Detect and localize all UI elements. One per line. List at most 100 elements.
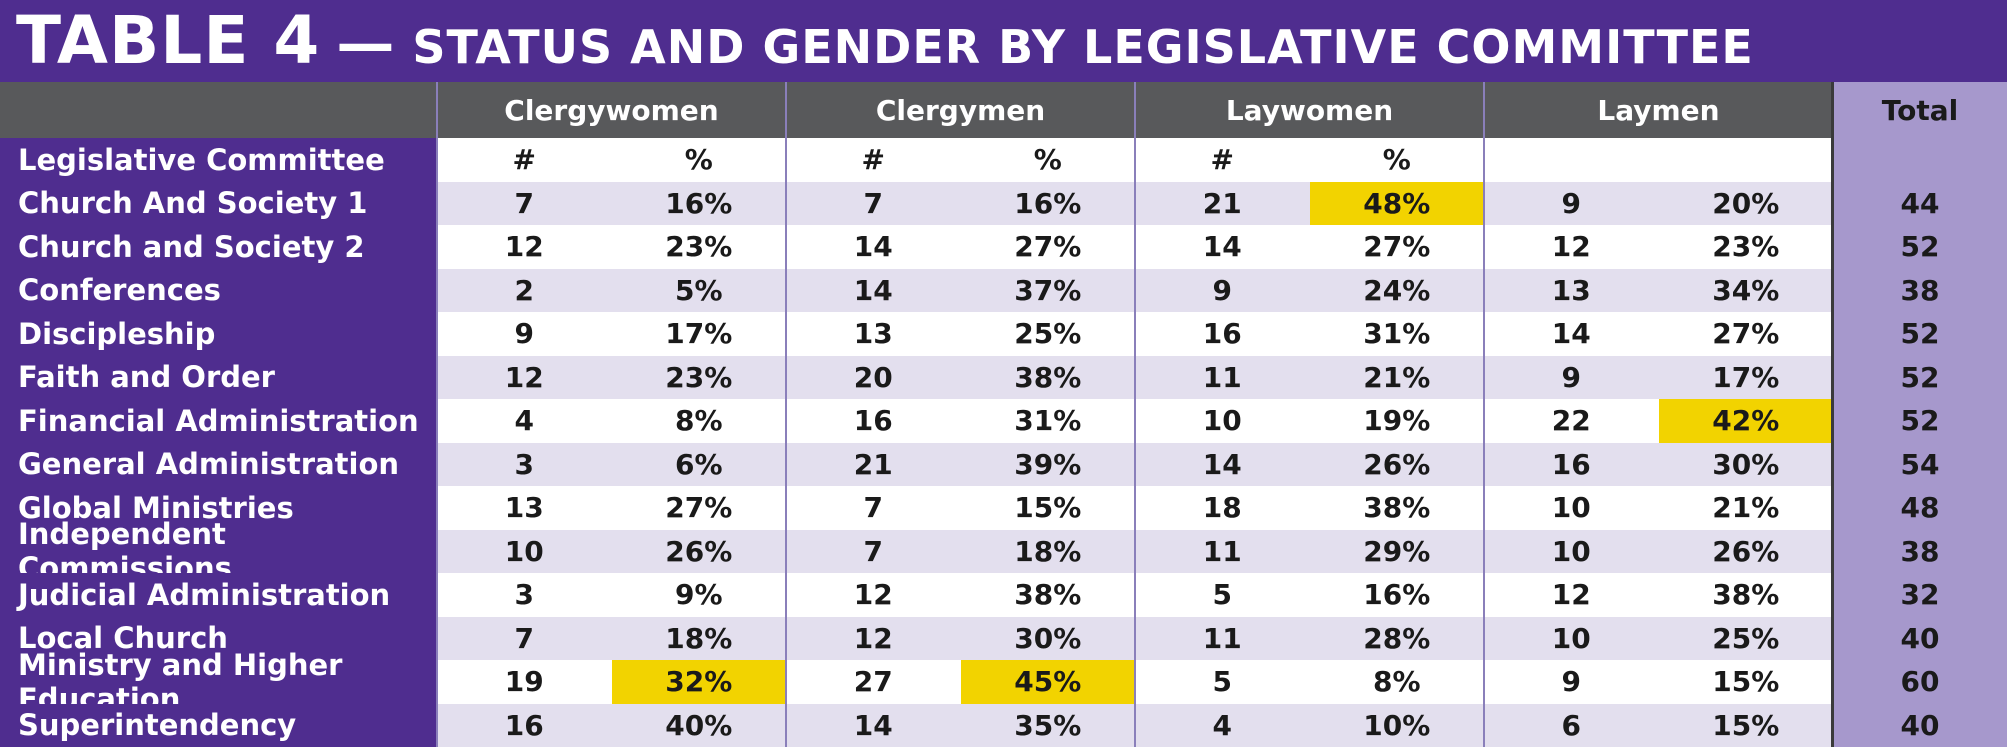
total-cell: 52 xyxy=(1833,399,2007,443)
percent-cell: 18% xyxy=(960,529,1135,573)
subheader-cell: # xyxy=(786,138,961,182)
table-row: Church and Society 2 12 23% 14 27% 14 27% 12 23%… xyxy=(0,225,2007,269)
subheader-cell xyxy=(1484,138,1659,182)
count-cell: 11 xyxy=(1135,355,1310,399)
percent-cell: 39% xyxy=(960,442,1135,486)
committee-name: Financial Administration xyxy=(0,399,437,443)
total-cell: 38 xyxy=(1833,529,2007,573)
count-cell: 22 xyxy=(1484,399,1659,443)
percent-cell: 26% xyxy=(1658,529,1833,573)
percent-cell: 42% xyxy=(1658,399,1833,443)
count-cell: 9 xyxy=(1484,181,1659,225)
percent-cell: 38% xyxy=(1309,486,1484,530)
table-row: Judicial Administration 3 9% 12 38% 5 16% 12 38%… xyxy=(0,573,2007,617)
subheader-cell xyxy=(1658,138,1833,182)
count-cell: 18 xyxy=(1135,486,1310,530)
table-row: Financial Administration 4 8% 16 31% 10 19% 22 4… xyxy=(0,399,2007,443)
total-cell: 32 xyxy=(1833,573,2007,617)
count-cell: 12 xyxy=(437,225,612,269)
table-row: Conferences 2 5% 14 37% 9 24% 13 34% 38 xyxy=(0,268,2007,312)
data-table: Clergywomen Clergymen Laywomen Laymen Total L… xyxy=(0,82,2007,747)
percent-cell: 34% xyxy=(1658,268,1833,312)
count-cell: 7 xyxy=(437,181,612,225)
count-cell: 7 xyxy=(786,486,961,530)
count-cell: 14 xyxy=(786,225,961,269)
group-header-clergymen: Clergymen xyxy=(786,82,1135,138)
total-cell: 38 xyxy=(1833,268,2007,312)
percent-cell: 27% xyxy=(1309,225,1484,269)
percent-cell: 8% xyxy=(611,399,786,443)
committee-name: General Administration xyxy=(0,442,437,486)
subheader-cell: # xyxy=(1135,138,1310,182)
percent-cell: 5% xyxy=(611,268,786,312)
percent-cell: 23% xyxy=(1658,225,1833,269)
column-divider xyxy=(785,82,787,747)
committee-name: Judicial Administration xyxy=(0,573,437,617)
committee-name: Faith and Order xyxy=(0,355,437,399)
percent-cell: 48% xyxy=(1309,181,1484,225)
percent-cell: 17% xyxy=(1658,355,1833,399)
total-cell: 52 xyxy=(1833,312,2007,356)
count-cell: 3 xyxy=(437,442,612,486)
count-cell: 12 xyxy=(786,616,961,660)
percent-cell: 8% xyxy=(1309,660,1484,704)
table-row: Faith and Order 12 23% 20 38% 11 21% 9 17% 52 xyxy=(0,355,2007,399)
total-cell: 48 xyxy=(1833,486,2007,530)
count-cell: 6 xyxy=(1484,703,1659,747)
percent-cell: 38% xyxy=(960,573,1135,617)
table-row: Local Church 7 18% 12 30% 11 28% 10 25% 40 xyxy=(0,616,2007,660)
total-cell: 40 xyxy=(1833,616,2007,660)
percent-cell: 27% xyxy=(960,225,1135,269)
total-cell: 44 xyxy=(1833,181,2007,225)
percent-cell: 21% xyxy=(1658,486,1833,530)
total-cell: 52 xyxy=(1833,225,2007,269)
percent-cell: 20% xyxy=(1658,181,1833,225)
percent-cell: 29% xyxy=(1309,529,1484,573)
table-number: TABLE 4 xyxy=(16,2,321,79)
group-header-clergywomen: Clergywomen xyxy=(437,82,786,138)
count-cell: 14 xyxy=(1135,225,1310,269)
table-row: Superintendency 16 40% 14 35% 4 10% 6 15% 40 xyxy=(0,703,2007,747)
committee-name: Local Church xyxy=(0,616,437,660)
percent-cell: 23% xyxy=(611,225,786,269)
percent-cell: 38% xyxy=(1658,573,1833,617)
count-cell: 12 xyxy=(786,573,961,617)
group-header-laymen: Laymen xyxy=(1484,82,1833,138)
percent-cell: 15% xyxy=(960,486,1135,530)
count-cell: 4 xyxy=(1135,703,1310,747)
total-divider xyxy=(1831,82,1834,747)
count-cell: 10 xyxy=(1135,399,1310,443)
percent-cell: 35% xyxy=(960,703,1135,747)
count-cell: 9 xyxy=(1484,660,1659,704)
table-row: Discipleship 9 17% 13 25% 16 31% 14 27% 52 xyxy=(0,312,2007,356)
header-row: Clergywomen Clergymen Laywomen Laymen Total xyxy=(0,82,2007,138)
count-cell: 12 xyxy=(1484,573,1659,617)
subheader-total-cell xyxy=(1833,138,2007,182)
total-cell: 40 xyxy=(1833,703,2007,747)
percent-cell: 25% xyxy=(1658,616,1833,660)
count-cell: 16 xyxy=(1135,312,1310,356)
count-cell: 13 xyxy=(437,486,612,530)
committee-name: Superintendency xyxy=(0,703,437,747)
percent-cell: 31% xyxy=(1309,312,1484,356)
percent-cell: 38% xyxy=(960,355,1135,399)
count-cell: 19 xyxy=(437,660,612,704)
percent-cell: 32% xyxy=(611,660,786,704)
subheader-row: Legislative Committee #% #% #% xyxy=(0,138,2007,182)
count-cell: 21 xyxy=(1135,181,1310,225)
column-divider xyxy=(1134,82,1136,747)
count-cell: 12 xyxy=(437,355,612,399)
committee-name: Global Ministries xyxy=(0,486,437,530)
header-label-cell xyxy=(0,82,437,138)
committee-name: Church and Society 2 xyxy=(0,225,437,269)
title-dash: — xyxy=(336,9,395,77)
percent-cell: 23% xyxy=(611,355,786,399)
total-header: Total xyxy=(1833,82,2007,138)
percent-cell: 6% xyxy=(611,442,786,486)
total-cell: 52 xyxy=(1833,355,2007,399)
count-cell: 7 xyxy=(786,529,961,573)
percent-cell: 16% xyxy=(611,181,786,225)
percent-cell: 9% xyxy=(611,573,786,617)
count-cell: 11 xyxy=(1135,529,1310,573)
total-cell: 54 xyxy=(1833,442,2007,486)
